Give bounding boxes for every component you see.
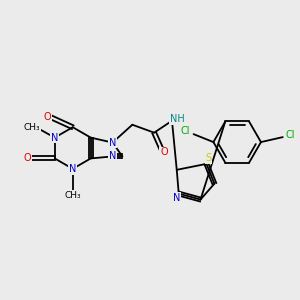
Text: O: O [160,148,168,158]
Text: O: O [23,153,31,164]
Text: N: N [173,193,180,202]
Text: O: O [43,112,51,122]
Text: N: N [109,152,116,161]
Text: CH₃: CH₃ [24,123,40,132]
Text: NH: NH [169,114,184,124]
Text: Cl: Cl [286,130,296,140]
Text: Cl: Cl [181,126,190,136]
Text: CH₃: CH₃ [64,191,81,200]
Text: N: N [51,133,59,142]
Text: N: N [69,164,76,174]
Text: N: N [109,138,116,148]
Text: S: S [206,153,212,163]
